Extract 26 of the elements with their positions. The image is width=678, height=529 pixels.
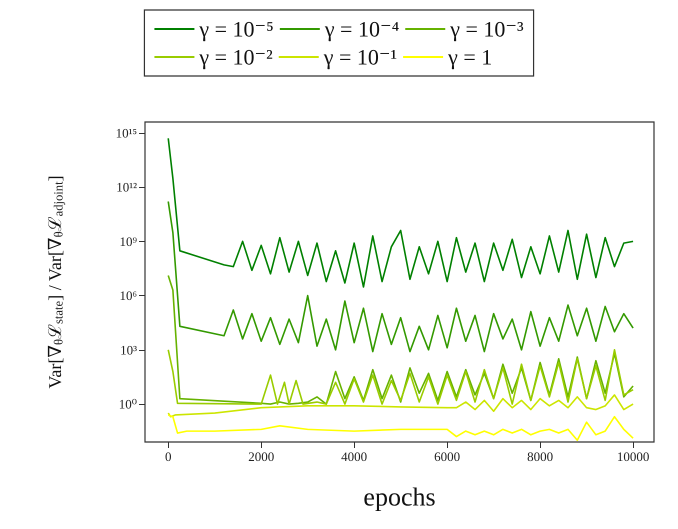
y-tick-label: 10⁶ bbox=[119, 288, 137, 304]
legend-label: γ = 10⁻⁵ bbox=[198, 16, 274, 42]
legend-label: γ = 10⁻³ bbox=[449, 16, 524, 42]
line-series bbox=[167, 349, 634, 405]
y-tick-label: 10¹⁵ bbox=[116, 125, 137, 140]
y-tick-label: 10⁹ bbox=[119, 234, 138, 249]
y-tick-label: 10⁰ bbox=[118, 396, 137, 412]
line-series bbox=[167, 200, 634, 352]
x-tick-label: 2000 bbox=[248, 449, 274, 464]
line-series bbox=[167, 414, 634, 442]
x-tick-label: 0 bbox=[164, 449, 172, 464]
line-series bbox=[167, 394, 634, 418]
line-series bbox=[167, 138, 634, 288]
legend-label: γ = 1 bbox=[447, 44, 492, 70]
y-tick-label: 10³ bbox=[120, 342, 138, 358]
x-tick-label: 8000 bbox=[527, 449, 554, 464]
x-axis-title: epochs bbox=[363, 482, 436, 512]
text: Var[∇θℒstate] / Var[∇θℒadjoint] bbox=[44, 175, 66, 389]
line-series bbox=[167, 274, 634, 405]
legend-label: γ = 10⁻² bbox=[198, 44, 274, 70]
legend-label: γ = 10⁻¹ bbox=[322, 44, 398, 70]
legend-label: γ = 10⁻⁴ bbox=[324, 16, 400, 42]
x-tick-label: 6000 bbox=[434, 449, 460, 464]
x-tick-label: 4000 bbox=[341, 449, 368, 464]
x-tick-label: 10000 bbox=[616, 449, 650, 464]
y-tick-label: 10¹² bbox=[116, 180, 138, 195]
